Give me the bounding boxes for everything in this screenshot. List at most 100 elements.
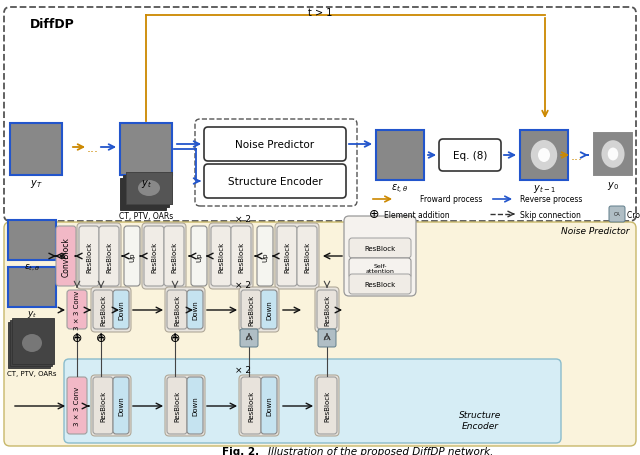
FancyBboxPatch shape xyxy=(164,227,184,286)
Text: ResBlock: ResBlock xyxy=(238,241,244,272)
FancyBboxPatch shape xyxy=(275,223,319,289)
Text: $\varepsilon_{t,\theta}$: $\varepsilon_{t,\theta}$ xyxy=(391,182,409,195)
Text: ResBlock: ResBlock xyxy=(324,390,330,421)
FancyBboxPatch shape xyxy=(144,227,164,286)
Text: ResBlock: ResBlock xyxy=(171,241,177,272)
FancyBboxPatch shape xyxy=(99,227,119,286)
Bar xyxy=(592,131,634,177)
Ellipse shape xyxy=(22,334,42,352)
FancyBboxPatch shape xyxy=(277,227,297,286)
Text: CA: CA xyxy=(323,336,331,341)
Text: Skip connection: Skip connection xyxy=(520,210,581,219)
Text: Down: Down xyxy=(192,300,198,320)
FancyBboxPatch shape xyxy=(297,227,317,286)
Text: Up: Up xyxy=(262,252,268,261)
Text: $y_t$: $y_t$ xyxy=(27,309,37,320)
Text: × 2: × 2 xyxy=(235,366,251,374)
Text: $\oplus$: $\oplus$ xyxy=(170,332,180,345)
FancyBboxPatch shape xyxy=(124,227,140,286)
Text: ...: ... xyxy=(87,141,99,154)
FancyBboxPatch shape xyxy=(64,359,561,443)
FancyBboxPatch shape xyxy=(91,288,131,332)
Text: ResBlock: ResBlock xyxy=(324,294,330,325)
FancyBboxPatch shape xyxy=(79,227,99,286)
Text: ResBlock: ResBlock xyxy=(174,294,180,325)
Bar xyxy=(8,221,56,260)
FancyBboxPatch shape xyxy=(4,8,636,222)
Text: Eq. (8): Eq. (8) xyxy=(453,151,487,161)
FancyBboxPatch shape xyxy=(349,238,411,258)
Text: Fig. 2.: Fig. 2. xyxy=(222,446,259,455)
Text: ResBlock: ResBlock xyxy=(174,390,180,421)
Text: ...: ... xyxy=(571,149,583,162)
FancyBboxPatch shape xyxy=(349,258,411,278)
Text: Up: Up xyxy=(129,252,135,261)
Bar xyxy=(10,124,62,176)
FancyBboxPatch shape xyxy=(257,227,273,286)
FancyBboxPatch shape xyxy=(261,377,277,434)
Bar xyxy=(126,172,172,205)
Ellipse shape xyxy=(531,141,557,171)
FancyBboxPatch shape xyxy=(315,375,339,436)
Text: ResBlock: ResBlock xyxy=(100,294,106,325)
FancyBboxPatch shape xyxy=(204,165,346,198)
Text: 3 × 3 Conv: 3 × 3 Conv xyxy=(74,386,80,425)
FancyBboxPatch shape xyxy=(165,288,205,332)
Ellipse shape xyxy=(608,148,618,161)
FancyBboxPatch shape xyxy=(187,377,203,434)
FancyBboxPatch shape xyxy=(187,290,203,329)
Text: Self-
attention: Self- attention xyxy=(365,263,394,274)
Bar xyxy=(520,131,568,181)
FancyBboxPatch shape xyxy=(4,222,636,446)
FancyBboxPatch shape xyxy=(317,377,337,434)
FancyBboxPatch shape xyxy=(113,290,129,329)
Ellipse shape xyxy=(538,149,550,162)
Text: Structure Encoder: Structure Encoder xyxy=(228,177,323,187)
Text: ConvBlock: ConvBlock xyxy=(61,237,70,276)
Text: Noise Predictor: Noise Predictor xyxy=(561,226,629,235)
Text: Reverse process: Reverse process xyxy=(520,195,582,204)
Text: CT, PTV, OARs: CT, PTV, OARs xyxy=(119,211,173,220)
FancyBboxPatch shape xyxy=(191,227,207,286)
Text: Down: Down xyxy=(266,396,272,415)
Text: $y_{t-1}$: $y_{t-1}$ xyxy=(532,182,556,195)
FancyBboxPatch shape xyxy=(240,329,258,347)
FancyBboxPatch shape xyxy=(67,377,87,434)
Text: Down: Down xyxy=(192,396,198,415)
FancyBboxPatch shape xyxy=(165,375,205,436)
Text: CA: CA xyxy=(245,336,253,341)
Text: × 2: × 2 xyxy=(235,281,251,290)
FancyBboxPatch shape xyxy=(209,223,253,289)
FancyBboxPatch shape xyxy=(113,377,129,434)
Text: ResBlock: ResBlock xyxy=(364,245,396,252)
FancyBboxPatch shape xyxy=(241,377,261,434)
FancyBboxPatch shape xyxy=(77,223,121,289)
FancyBboxPatch shape xyxy=(91,375,131,436)
Text: × 2: × 2 xyxy=(235,215,251,224)
Bar xyxy=(126,172,172,205)
FancyBboxPatch shape xyxy=(241,290,261,329)
FancyBboxPatch shape xyxy=(204,128,346,162)
FancyBboxPatch shape xyxy=(93,377,113,434)
Bar xyxy=(12,318,54,364)
FancyBboxPatch shape xyxy=(239,288,279,332)
Text: CT, PTV, OARs: CT, PTV, OARs xyxy=(7,370,57,376)
FancyBboxPatch shape xyxy=(315,288,339,332)
FancyBboxPatch shape xyxy=(211,227,231,286)
Text: Down: Down xyxy=(118,300,124,320)
Text: Cross attention: Cross attention xyxy=(627,210,640,219)
Ellipse shape xyxy=(602,141,625,168)
FancyBboxPatch shape xyxy=(56,227,76,286)
Text: Down: Down xyxy=(266,300,272,320)
FancyBboxPatch shape xyxy=(344,217,416,296)
Text: DiffDP: DiffDP xyxy=(30,17,75,30)
FancyBboxPatch shape xyxy=(318,329,336,347)
Bar xyxy=(8,322,50,368)
Text: 3 × 3 Conv: 3 × 3 Conv xyxy=(74,290,80,329)
Text: Down: Down xyxy=(118,396,124,415)
Text: ResBlock: ResBlock xyxy=(86,241,92,272)
Text: Noise Predictor: Noise Predictor xyxy=(236,140,315,150)
Text: $y_T$: $y_T$ xyxy=(29,177,42,190)
Bar xyxy=(8,268,56,307)
FancyBboxPatch shape xyxy=(239,375,279,436)
